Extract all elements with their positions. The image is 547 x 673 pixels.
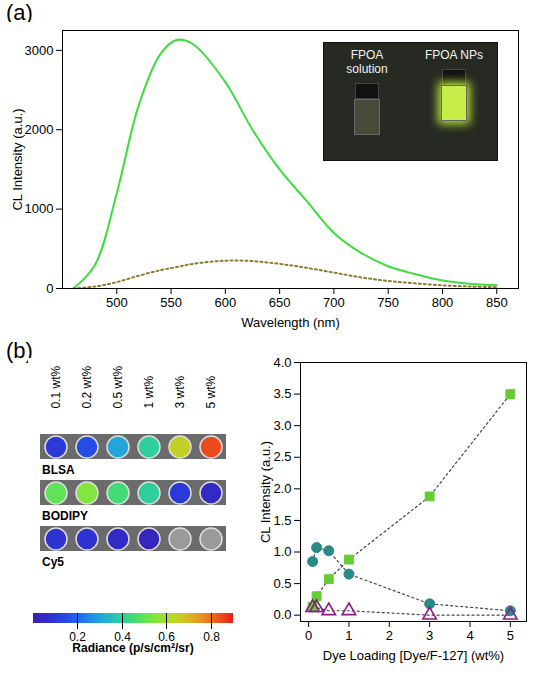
svg-text:0.4: 0.4 [114,629,131,644]
svg-text:3 wt%: 3 wt% [173,375,187,408]
svg-text:CL Intensity (a.u.): CL Intensity (a.u.) [258,441,273,543]
svg-text:0.5: 0.5 [273,576,291,591]
svg-text:CL Intensity (a.u.): CL Intensity (a.u.) [10,108,25,210]
svg-text:0.1 wt%: 0.1 wt% [49,365,63,408]
svg-text:Wavelength (nm): Wavelength (nm) [241,315,340,330]
html-text:Radiance (p/s/cm²/sr): Radiance (p/s/cm²/sr) [72,641,194,655]
html-text:(b): (b) [6,338,33,363]
svg-text:3000: 3000 [25,43,54,58]
svg-text:3.5: 3.5 [273,386,291,401]
svg-text:500: 500 [106,295,128,310]
svg-text:0.5 wt%: 0.5 wt% [111,365,125,408]
svg-text:1.5: 1.5 [273,513,291,528]
svg-text:0: 0 [305,628,312,643]
html-text:FPOA solution: FPOA solution [346,47,388,76]
svg-text:0.2: 0.2 [69,629,86,644]
svg-text:Cy5: Cy5 [42,555,64,569]
svg-text:BLSA: BLSA [42,463,75,477]
svg-text:850: 850 [486,295,508,310]
svg-text:600: 600 [215,295,237,310]
svg-text:2.5: 2.5 [273,449,291,464]
svg-text:3: 3 [426,628,433,643]
svg-text:1.0: 1.0 [273,544,291,559]
svg-text:1000: 1000 [25,201,54,216]
svg-text:700: 700 [323,295,345,310]
html-text:(a): (a) [6,0,33,25]
svg-text:650: 650 [269,295,291,310]
svg-text:5 wt%: 5 wt% [204,375,218,408]
svg-text:2000: 2000 [25,122,54,137]
svg-text:Dye Loading [Dye/F-127] (wt%): Dye Loading [Dye/F-127] (wt%) [323,648,504,663]
svg-text:0.2 wt%: 0.2 wt% [80,365,94,408]
html-text:FPOA NPs: FPOA NPs [425,47,483,62]
svg-text:1: 1 [345,628,352,643]
svg-text:550: 550 [160,295,182,310]
svg-text:800: 800 [432,295,454,310]
svg-text:0: 0 [46,281,53,296]
svg-text:3.0: 3.0 [273,418,291,433]
svg-text:0.0: 0.0 [273,607,291,622]
svg-text:1 wt%: 1 wt% [142,375,156,408]
svg-text:2: 2 [386,628,393,643]
svg-text:2.0: 2.0 [273,481,291,496]
svg-text:0.8: 0.8 [203,630,220,644]
svg-text:BODIPY: BODIPY [42,509,88,523]
svg-text:4.0: 4.0 [273,355,291,370]
svg-text:5: 5 [507,628,514,643]
svg-text:4: 4 [466,628,473,643]
svg-text:750: 750 [377,295,399,310]
svg-text:0.6: 0.6 [158,629,175,644]
